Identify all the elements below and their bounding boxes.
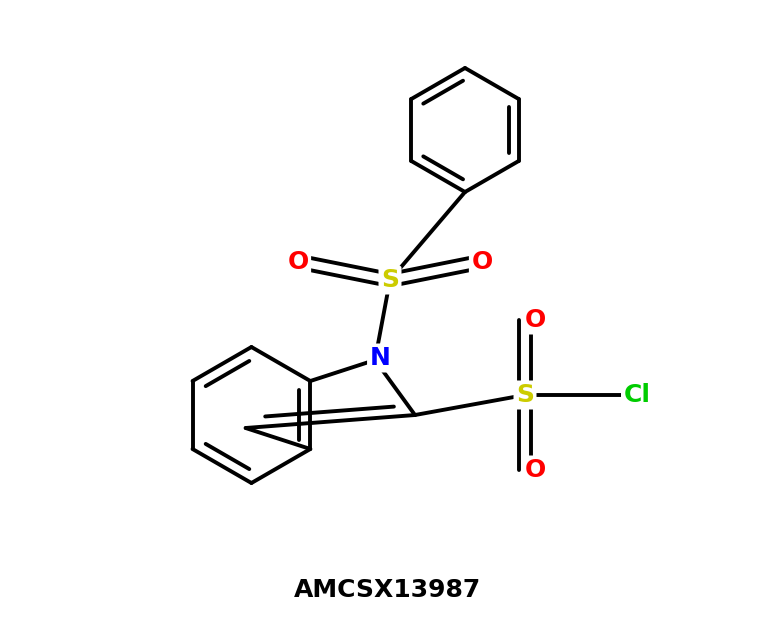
Text: Cl: Cl	[623, 383, 650, 407]
Text: O: O	[525, 458, 546, 482]
Text: AMCSX13987: AMCSX13987	[294, 578, 482, 602]
Text: O: O	[471, 250, 493, 274]
Text: O: O	[287, 250, 309, 274]
Text: N: N	[369, 346, 390, 370]
Text: O: O	[525, 308, 546, 332]
Text: S: S	[381, 268, 399, 292]
Text: S: S	[516, 383, 534, 407]
